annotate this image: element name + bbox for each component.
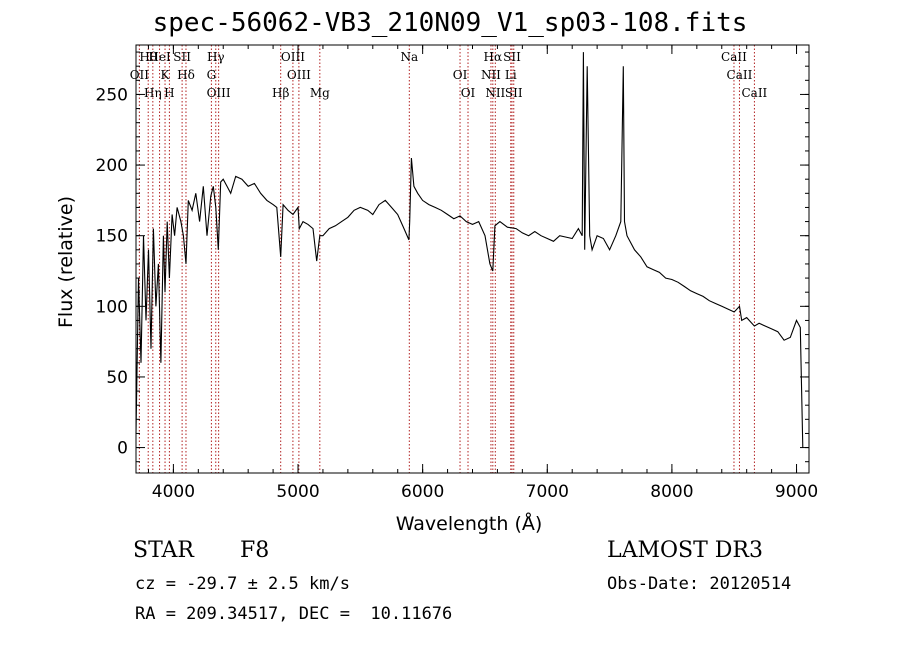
marker-label: K bbox=[161, 68, 171, 82]
spectral-line-labels: Hθ OII Hη HeI KH SII Hδ OIII Hγ G Hβ OIII OIII Mg Na OI… bbox=[130, 50, 768, 100]
marker-label: OIII bbox=[287, 68, 311, 82]
marker-label: Hα bbox=[484, 50, 503, 64]
redshift-value: cz = -29.7 ± 2.5 km/s bbox=[135, 574, 350, 594]
x-tick-label: 9000 bbox=[775, 482, 818, 502]
marker-label: Hγ bbox=[207, 50, 225, 64]
x-tick-label: 5000 bbox=[276, 482, 319, 502]
y-axis-label: Flux (relative) bbox=[55, 196, 77, 328]
marker-label: HeI bbox=[148, 50, 171, 64]
x-tick-label: 8000 bbox=[650, 482, 693, 502]
x-tick-label: 4000 bbox=[152, 482, 195, 502]
spectrum-line bbox=[135, 52, 804, 448]
x-tick-label: 7000 bbox=[526, 482, 569, 502]
marker-label: Hβ bbox=[272, 86, 289, 100]
chart-title: spec-56062-VB3_210N09_V1_sp03-108.fits bbox=[152, 8, 748, 38]
y-tick-label: 150 bbox=[96, 227, 128, 247]
marker-label: OI bbox=[453, 68, 468, 82]
marker-label: G bbox=[207, 68, 217, 82]
y-tick-label: 50 bbox=[106, 368, 128, 388]
marker-label: CaII bbox=[741, 86, 767, 100]
observation-date: Obs-Date: 20120514 bbox=[607, 574, 792, 594]
marker-label: Mg bbox=[310, 86, 330, 100]
y-tick-label: 250 bbox=[96, 85, 128, 105]
marker-label: Hδ bbox=[177, 68, 195, 82]
spectral-line-markers bbox=[138, 45, 755, 473]
x-axis-label: Wavelength (Å) bbox=[396, 512, 543, 535]
marker-label: CaII bbox=[721, 50, 747, 64]
y-tick-label: 100 bbox=[96, 297, 128, 317]
marker-label: NII bbox=[485, 86, 505, 100]
plot-frame bbox=[135, 44, 810, 474]
marker-label: OII bbox=[130, 68, 150, 82]
plot-area bbox=[135, 52, 804, 448]
axes: 4000 5000 6000 7000 8000 9000 0 50 100 150 200 250 bbox=[96, 44, 818, 502]
y-tick-label: 0 bbox=[117, 439, 128, 459]
marker-label: SII bbox=[173, 50, 191, 64]
object-class: STAR bbox=[133, 538, 194, 563]
object-subclass: F8 bbox=[240, 538, 270, 563]
marker-label: Na bbox=[400, 50, 418, 64]
marker-label: OI bbox=[461, 86, 476, 100]
marker-label: Li bbox=[505, 68, 517, 82]
marker-label: SII bbox=[503, 50, 521, 64]
marker-label: NII bbox=[481, 68, 501, 82]
x-tick-label: 6000 bbox=[401, 482, 444, 502]
coordinates: RA = 209.34517, DEC = 10.11676 bbox=[135, 604, 453, 624]
marker-label: H bbox=[164, 86, 174, 100]
marker-label: CaII bbox=[727, 68, 753, 82]
y-tick-label: 200 bbox=[96, 156, 128, 176]
survey-name: LAMOST DR3 bbox=[607, 538, 763, 563]
marker-label: OIII bbox=[281, 50, 305, 64]
marker-label: SII bbox=[505, 86, 523, 100]
marker-label: OIII bbox=[207, 86, 231, 100]
marker-label: Hη bbox=[144, 86, 162, 100]
marker-label: Hθ bbox=[139, 50, 157, 64]
